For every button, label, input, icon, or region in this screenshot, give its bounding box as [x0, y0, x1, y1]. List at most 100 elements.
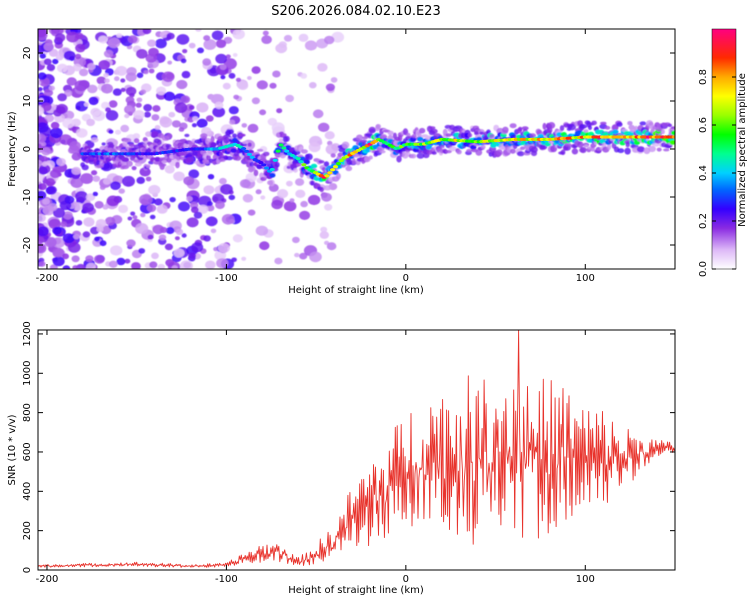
- noise-cell: [196, 102, 209, 113]
- noise-cell: [210, 228, 217, 234]
- colorbar-gradient: [712, 29, 736, 269]
- halo-cell: [200, 133, 208, 139]
- noise-cell: [140, 212, 146, 218]
- noise-cell: [125, 72, 137, 82]
- halo-cell: [228, 129, 234, 135]
- halo-cell: [96, 159, 101, 166]
- halo-cell: [417, 131, 422, 138]
- halo-cell: [529, 133, 537, 138]
- noise-cell: [213, 247, 219, 252]
- noise-cell: [251, 97, 260, 105]
- noise-cell: [118, 188, 125, 194]
- colorbar: 0.0 0.2 0.4 0.6 0.8 Normalized spectral ampl…: [698, 28, 748, 277]
- halo-cell: [670, 126, 675, 130]
- halo-cell: [510, 148, 516, 154]
- colorbar-ticks: 0.0 0.2 0.4 0.6 0.8: [698, 69, 736, 277]
- noise-cell: [50, 127, 63, 139]
- noise-cell: [312, 109, 324, 119]
- noise-cell: [292, 236, 300, 244]
- y-tick-label: 800: [22, 403, 33, 422]
- noise-cell: [62, 265, 71, 269]
- noise-cell: [74, 80, 88, 92]
- snr-xlabel: Height of straight line (km): [288, 585, 424, 596]
- noise-cell: [82, 231, 91, 238]
- noise-cell: [94, 236, 100, 242]
- noise-cell: [70, 177, 84, 189]
- halo-cell: [158, 163, 167, 167]
- noise-cell: [324, 203, 333, 211]
- noise-cell: [169, 197, 176, 203]
- noise-cell: [76, 128, 88, 138]
- noise-cell: [151, 252, 159, 260]
- x-tick-label: 0: [403, 574, 409, 585]
- halo-cell: [467, 132, 473, 138]
- noise-cell: [193, 211, 203, 219]
- ridge-body-cell: [154, 156, 161, 162]
- colorbar-label: Normalized spectral amplitude: [737, 73, 748, 227]
- halo-cell: [456, 149, 462, 155]
- noise-cell: [220, 75, 226, 80]
- halo-cell: [337, 152, 344, 157]
- noise-cell: [205, 216, 218, 227]
- noise-cell: [150, 131, 159, 138]
- ridge-core-cell: [332, 165, 339, 169]
- noise-cell: [135, 223, 149, 234]
- noise-cell: [62, 118, 75, 129]
- noise-cell: [173, 248, 185, 258]
- noise-cell: [220, 184, 233, 195]
- ridge-body-cell: [122, 157, 130, 163]
- noise-cell: [38, 261, 46, 267]
- noise-cell: [205, 115, 214, 122]
- halo-cell: [296, 162, 302, 167]
- noise-cell: [82, 202, 94, 213]
- halo-cell: [133, 138, 140, 144]
- noise-cell: [239, 179, 251, 189]
- noise-cell: [165, 226, 175, 235]
- noise-cell: [188, 252, 197, 259]
- ridge-body-cell: [470, 144, 477, 150]
- noise-cell: [108, 129, 114, 134]
- noise-cell: [129, 93, 135, 98]
- x-tick-label: -100: [215, 574, 238, 585]
- noise-cell: [317, 63, 328, 72]
- y-tick-label: 0: [22, 567, 33, 573]
- noise-cell: [188, 42, 196, 49]
- colorbar-tick-label: 0.0: [698, 261, 709, 277]
- noise-cell: [197, 47, 204, 54]
- halo-cell: [356, 134, 363, 141]
- colorbar-tick-label: 0.8: [698, 69, 709, 85]
- noise-cell: [62, 233, 75, 244]
- halo-cell: [368, 126, 376, 134]
- halo-cell: [521, 126, 529, 131]
- noise-cell: [331, 143, 341, 151]
- noise-cell: [98, 35, 108, 44]
- noise-cell: [54, 33, 66, 42]
- noise-cell: [188, 169, 200, 179]
- noise-cell: [114, 129, 122, 135]
- noise-cell: [255, 189, 262, 195]
- noise-cell: [85, 255, 94, 263]
- noise-cell: [101, 101, 110, 109]
- noise-cell: [38, 72, 47, 80]
- noise-cell: [145, 53, 157, 63]
- halo-cell: [232, 133, 238, 138]
- halo-cell: [124, 138, 132, 143]
- halo-cell: [410, 153, 417, 159]
- x-tick-label: 100: [576, 273, 595, 284]
- halo-cell: [542, 122, 547, 130]
- noise-cell: [132, 215, 138, 220]
- noise-cell: [62, 211, 73, 220]
- ridge-core-cell: [269, 167, 275, 172]
- noise-cell: [63, 110, 75, 120]
- halo-cell: [249, 161, 255, 168]
- noise-cell: [120, 87, 126, 92]
- halo-cell: [660, 129, 665, 135]
- noise-cell: [48, 48, 59, 57]
- ridge-body-cell: [269, 172, 276, 178]
- noise-cell: [178, 127, 185, 132]
- noise-cell: [295, 189, 306, 198]
- snr-line: [38, 330, 675, 568]
- halo-cell: [131, 166, 137, 171]
- noise-cell: [276, 108, 283, 114]
- noise-cell: [112, 88, 122, 96]
